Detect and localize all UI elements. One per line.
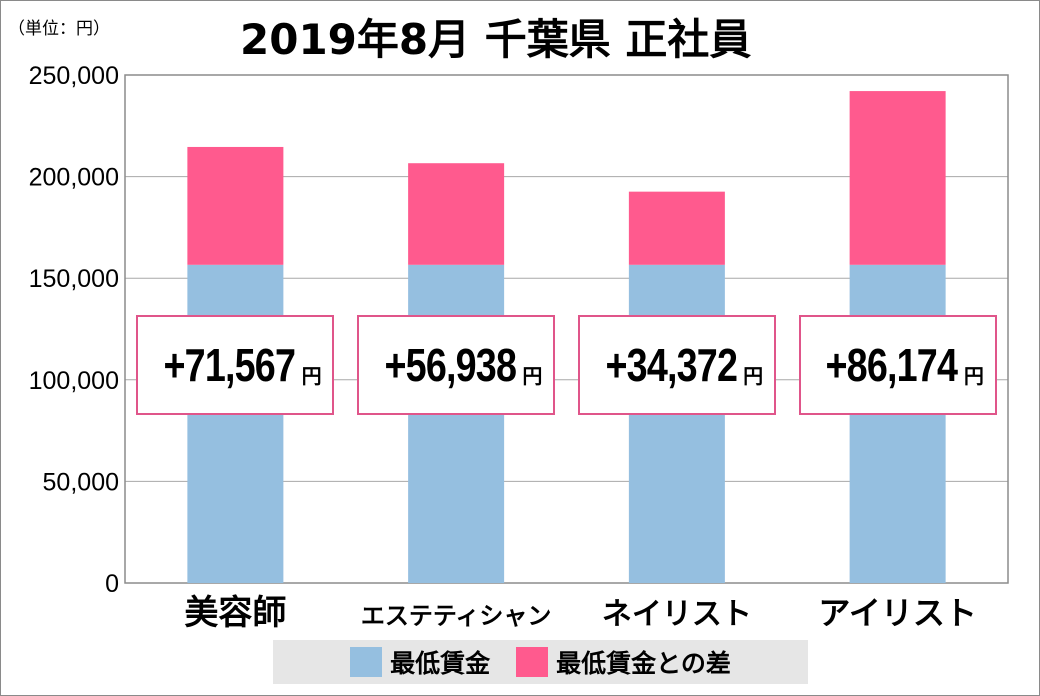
diff-label-box: +34,372 円 (577, 315, 776, 415)
diff-label-unit: 円 (522, 363, 543, 388)
legend-label-diff: 最低賃金との差 (556, 649, 731, 678)
y-tick-label: 50,000 (43, 468, 119, 496)
diff-label-unit: 円 (301, 363, 322, 388)
diff-label-unit: 円 (743, 363, 764, 388)
diff-label-unit: 円 (963, 363, 984, 388)
bar-base (187, 264, 284, 583)
x-tick-label: アイリスト (818, 594, 976, 632)
diff-label-value: +56,938 (384, 339, 516, 391)
x-tick-label: エステティシャン (361, 602, 552, 630)
diff-label-box: +71,567 円 (136, 315, 335, 415)
diff-label-value: +71,567 (163, 339, 296, 391)
plot-area (124, 74, 1009, 584)
bar-base (849, 264, 946, 583)
diff-label-box: +56,938 円 (357, 315, 556, 415)
bar-diff (849, 91, 946, 265)
diff-label-box: +86,174 円 (798, 315, 997, 415)
bar-diff (187, 146, 284, 265)
y-tick-label: 0 (105, 570, 119, 598)
y-tick-label: 250,000 (29, 62, 119, 90)
legend-swatch-base (350, 647, 383, 677)
x-tick-label: ネイリスト (602, 597, 752, 632)
chart-title: 2019年8月 千葉県 正社員 (240, 15, 752, 64)
y-tick-label: 100,000 (29, 367, 119, 395)
legend-item-base: 最低賃金 (350, 644, 490, 680)
y-tick-label: 200,000 (29, 164, 119, 192)
legend-item-diff: 最低賃金との差 (516, 644, 731, 680)
legend-swatch-diff (516, 647, 549, 677)
x-tick-label: 美容師 (184, 593, 286, 633)
y-tick-label: 150,000 (29, 265, 119, 293)
unit-label: （単位：円） (8, 19, 110, 39)
diff-label-value: +86,174 (825, 339, 958, 391)
bar-base (408, 264, 505, 583)
bar-diff (628, 191, 725, 265)
legend-label-base: 最低賃金 (390, 649, 491, 678)
bar-base (628, 264, 725, 583)
bar-diff (408, 163, 505, 265)
legend: 最低賃金 最低賃金との差 (273, 640, 808, 684)
diff-label-value: +34,372 (605, 339, 737, 391)
